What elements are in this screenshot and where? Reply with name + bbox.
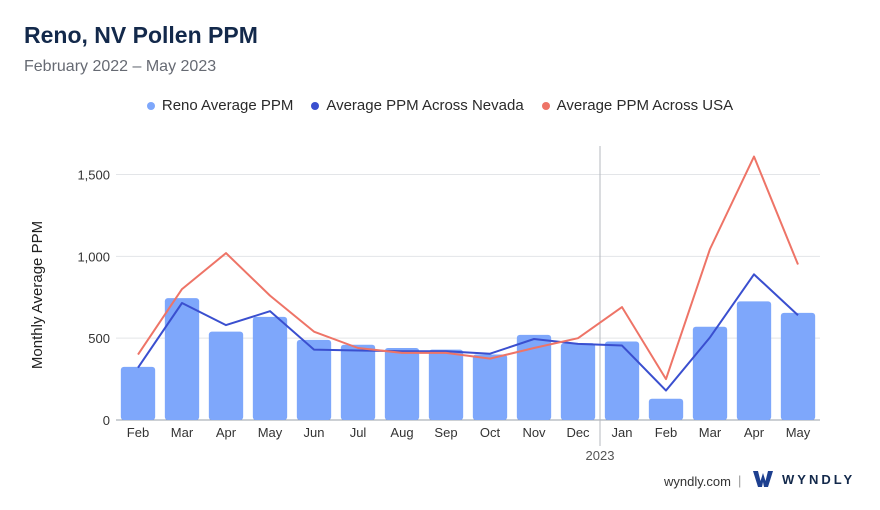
bar-reno-dec-10[interactable] bbox=[560, 343, 596, 420]
footer-url[interactable]: wyndly.com bbox=[664, 474, 731, 489]
y-tick-label: 1,000 bbox=[77, 249, 110, 264]
x-tick-label: Jul bbox=[350, 425, 367, 440]
x-tick-label: Jan bbox=[612, 425, 633, 440]
bar-reno-oct-8[interactable] bbox=[472, 354, 508, 420]
bar-reno-apr-2[interactable] bbox=[208, 331, 244, 420]
wyndly-w-logo-icon bbox=[753, 471, 773, 487]
legend-item-nevada[interactable]: Average PPM Across Nevada bbox=[311, 97, 524, 114]
legend-label-usa: Average PPM Across USA bbox=[556, 97, 734, 114]
legend-item-usa[interactable]: Average PPM Across USA bbox=[541, 97, 734, 114]
bar-reno-jun-4[interactable] bbox=[296, 339, 332, 420]
bar-reno-may-15[interactable] bbox=[780, 312, 816, 420]
x-tick-label: Jun bbox=[304, 425, 325, 440]
bar-reno-jan-11[interactable] bbox=[604, 341, 640, 420]
y-tick-label: 0 bbox=[103, 413, 110, 428]
x-tick-label: Mar bbox=[171, 425, 194, 440]
x-tick-label: Nov bbox=[522, 425, 546, 440]
x-tick-label: Aug bbox=[390, 425, 413, 440]
footer-separator: | bbox=[738, 473, 742, 488]
line-usa[interactable] bbox=[137, 155, 799, 381]
x-tick-label: Feb bbox=[127, 425, 149, 440]
legend-marker-reno bbox=[146, 101, 155, 110]
legend-item-reno[interactable]: Reno Average PPM bbox=[146, 97, 294, 114]
bar-reno-nov-9[interactable] bbox=[516, 334, 552, 420]
x-tick-label: Dec bbox=[566, 425, 590, 440]
bar-reno-feb-12[interactable] bbox=[648, 398, 684, 420]
bar-reno-mar-13[interactable] bbox=[692, 326, 728, 420]
chart-subtitle: February 2022 – May 2023 bbox=[24, 58, 217, 75]
x-tick-label: Feb bbox=[655, 425, 677, 440]
x-tick-label: Mar bbox=[699, 425, 722, 440]
y-tick-label: 1,500 bbox=[77, 168, 110, 183]
brand-logo[interactable]: WYNDLY bbox=[752, 470, 855, 488]
legend-marker-usa bbox=[541, 101, 550, 110]
brand-wordmark: WYNDLY bbox=[782, 471, 856, 487]
bar-reno-sep-7[interactable] bbox=[428, 349, 464, 420]
x-tick-label: Apr bbox=[744, 425, 765, 440]
chart-title: Reno, NV Pollen PPM bbox=[24, 22, 258, 48]
line-nevada[interactable] bbox=[137, 273, 799, 392]
bar-reno-apr-14[interactable] bbox=[736, 301, 772, 420]
y-tick-label: 500 bbox=[88, 331, 110, 346]
year-label: 2023 bbox=[586, 448, 615, 463]
bar-reno-may-3[interactable] bbox=[252, 316, 288, 420]
legend-marker-nevada bbox=[311, 101, 320, 110]
x-tick-label: Oct bbox=[480, 425, 501, 440]
bar-reno-aug-6[interactable] bbox=[384, 348, 420, 420]
legend-label-reno: Reno Average PPM bbox=[161, 97, 294, 114]
x-tick-label: Apr bbox=[216, 425, 237, 440]
bar-reno-feb-0[interactable] bbox=[120, 366, 156, 420]
legend-label-nevada: Average PPM Across Nevada bbox=[326, 97, 524, 114]
x-tick-label: May bbox=[258, 425, 283, 440]
chart-legend: Reno Average PPM Average PPM Across Neva… bbox=[0, 97, 880, 114]
bar-reno-mar-1[interactable] bbox=[164, 298, 200, 420]
x-tick-label: Sep bbox=[434, 425, 457, 440]
y-axis-label: Monthly Average PPM bbox=[29, 221, 46, 369]
bar-reno-jul-5[interactable] bbox=[340, 344, 376, 420]
x-tick-label: May bbox=[786, 425, 811, 440]
